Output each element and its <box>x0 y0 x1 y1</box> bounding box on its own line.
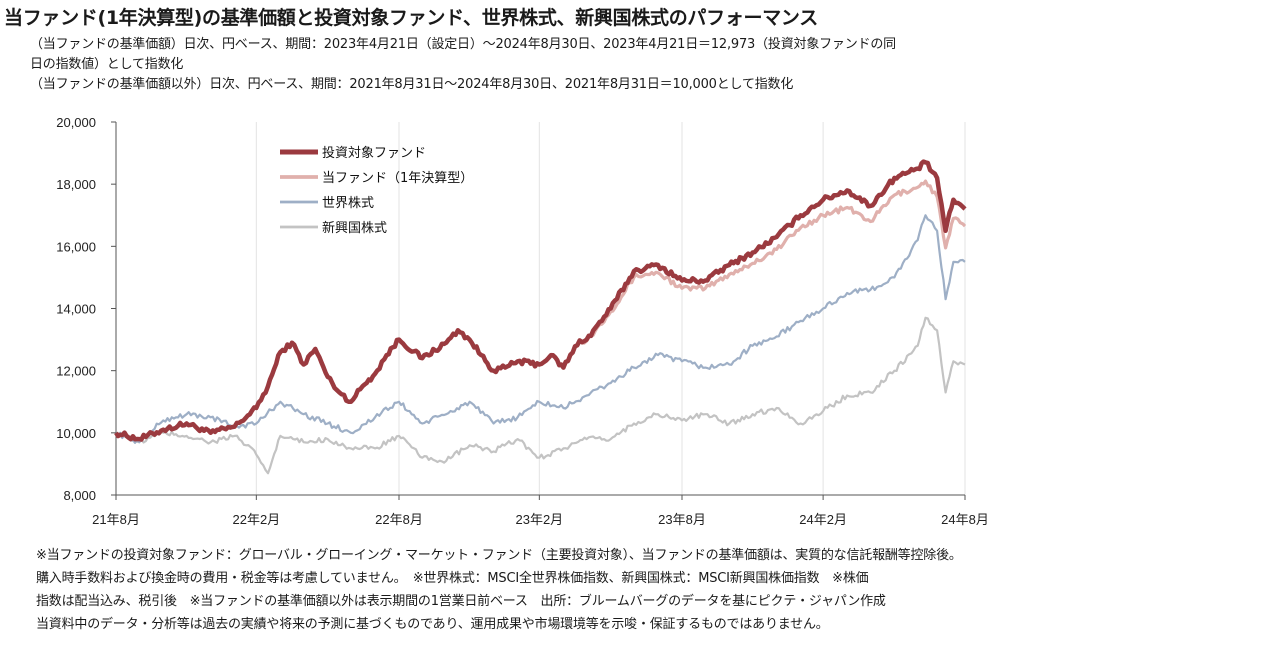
series-line <box>115 214 966 444</box>
series-line <box>115 316 966 475</box>
x-tick-label: 21年8月 <box>92 512 140 527</box>
series-line <box>114 159 967 442</box>
y-tick-label: 16,000 <box>56 239 96 254</box>
footnote-line: ※当ファンドの投資対象ファンド：グローバル・グローイング・マーケット・ファンド（… <box>36 548 962 563</box>
x-tick-label: 22年8月 <box>375 512 423 527</box>
page-title: 当ファンド(1年決算型)の基準価額と投資対象ファンド、世界株式、新興国株式のパフ… <box>4 7 818 29</box>
subtitle-fund-period: （当ファンドの基準価額）日次、円ベース、期間：2023年4月21日（設定日）～2… <box>30 37 896 52</box>
x-tick-label: 22年2月 <box>232 512 280 527</box>
y-tick-label: 14,000 <box>56 302 96 317</box>
legend-label: 世界株式 <box>322 196 374 211</box>
x-tick-label: 23年8月 <box>658 512 706 527</box>
legend-label: 当ファンド（1年決算型） <box>322 171 473 186</box>
legend-label: 投資対象ファンド <box>322 145 426 161</box>
footnote-line: 当資料中のデータ・分析等は過去の実績や将来の予測に基づくものであり、運用成果や市… <box>36 617 829 632</box>
y-tick-label: 18,000 <box>56 177 96 192</box>
y-tick-label: 8,000 <box>63 488 96 503</box>
series-line <box>578 179 967 345</box>
footnote-line: 指数は配当込み、税引後 ※当ファンドの基準価額以外は表示期間の1営業日前ベース … <box>36 594 886 609</box>
x-tick-label: 24年8月 <box>941 512 989 527</box>
performance-chart: 21年8月 22年2月 22年8月 23年2月 23年8月 24年2月 24年8月 8,000… <box>56 115 989 527</box>
footnote-line: 購入時手数料および換金時の費用・税金等は考慮していません。 ※世界株式：MSCI… <box>36 571 869 586</box>
subtitle-fund-period-cont: 日の指数値）として指数化 <box>30 57 184 72</box>
y-tick-label: 12,000 <box>56 364 96 379</box>
subtitle-index-period: （当ファンドの基準価額以外）日次、円ベース、期間：2021年8月31日～2024… <box>30 77 794 92</box>
x-tick-label: 23年2月 <box>515 512 563 527</box>
y-tick-label: 20,000 <box>56 115 96 130</box>
x-tick-label: 24年2月 <box>799 512 847 527</box>
legend-label: 新興国株式 <box>322 220 387 236</box>
y-tick-label: 10,000 <box>56 426 96 441</box>
footnotes: ※当ファンドの投資対象ファンド：グローバル・グローイング・マーケット・ファンド（… <box>36 544 1256 636</box>
